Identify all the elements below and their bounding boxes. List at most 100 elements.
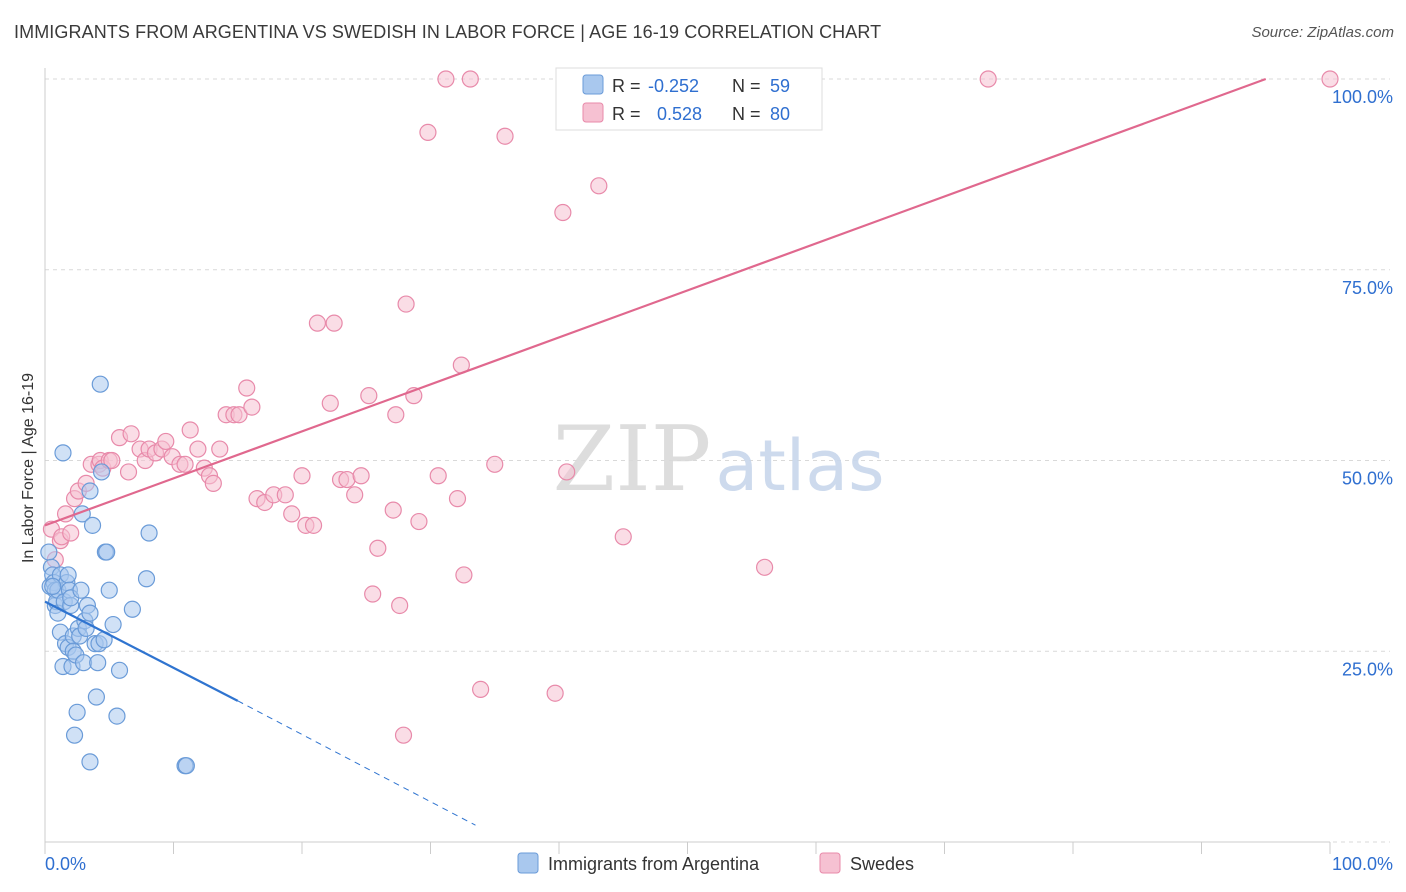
argentina-point-38 [83,516,102,534]
stats-n-value-blue: 59 [770,76,790,96]
swedes-point-42 [283,505,301,523]
argentina-points [40,375,195,775]
y-tick-label-0: 25.0% [1342,659,1393,679]
swedes-point-55 [369,539,387,557]
x-tick-label-min: 0.0% [45,854,86,874]
swedes-point-47 [321,394,339,412]
swedes-point-31 [204,474,222,492]
swedes-point-27 [181,421,199,439]
legend-swatch-swedes [819,852,841,874]
legend-label-swedes: Swedes [850,854,914,874]
legend-label-argentina: Immigrants from Argentina [548,854,760,874]
argentina-point-52 [123,600,141,618]
swedes-point-37 [243,398,261,416]
swedes-point-63 [419,123,437,142]
swedes-point-76 [590,177,608,195]
swedes-point-75 [558,463,576,481]
swedes-point-43 [293,467,311,485]
x-tick-label-max: 100.0% [1332,854,1393,874]
argentina-point-43 [91,375,109,393]
argentina-point-56 [177,757,195,775]
y-tick-labels: 25.0% 50.0% 75.0% 100.0% [1332,87,1393,679]
stats-r-value-blue: -0.252 [648,76,699,96]
swedes-point-16 [119,463,138,481]
argentina-point-35 [81,604,99,622]
swedes-point-56 [384,501,402,519]
swedes-point-41 [276,486,294,504]
swedes-point-62 [410,512,428,531]
legend-swatch-argentina [517,852,539,874]
swedes-point-14 [103,451,121,470]
argentina-trend-line [44,600,239,702]
argentina-point-58 [44,577,62,595]
stats-legend: R = -0.252 N = 59 R = 0.528 N = 80 [555,67,823,131]
swedes-point-50 [338,470,356,489]
swedes-point-72 [496,127,514,145]
stats-r-label-pink: R = [612,104,641,124]
argentina-point-49 [104,615,122,634]
swedes-point-59 [394,726,413,744]
swedes-trend-line [44,77,1267,527]
x-tick-marks [44,842,1331,854]
swedes-point-36 [238,379,256,397]
y-tick-label-2: 75.0% [1342,278,1393,298]
stats-r-label-blue: R = [612,76,641,96]
argentina-point-0 [40,543,58,561]
swedes-point-68 [455,566,473,584]
argentina-point-41 [89,654,107,672]
swedes-point-64 [429,467,447,485]
swedes-point-73 [546,684,564,702]
argentina-point-26 [68,703,86,721]
argentina-point-37 [81,482,99,500]
swedes-point-46 [308,314,327,332]
swedes-point-78 [755,558,774,576]
swedes-point-52 [352,467,370,485]
swedes-point-71 [486,455,504,473]
argentina-trend-extension [237,700,476,826]
y-tick-label-3: 100.0% [1332,87,1393,107]
swedes-point-48 [325,314,343,332]
swedes-point-53 [360,387,378,405]
chart-title: IMMIGRANTS FROM ARGENTINA VS SWEDISH IN … [14,22,882,42]
swedes-point-35 [230,406,248,424]
stats-legend-swatch-blue [582,74,604,95]
argentina-point-40 [87,688,106,706]
swedes-point-32 [211,440,229,458]
argentina-point-51 [110,661,129,679]
series-legend: Immigrants from Argentina Swedes [517,852,914,874]
swedes-point-70 [472,680,490,699]
source-label: Source: ZipAtlas.com [1251,24,1394,41]
argentina-point-17 [59,566,77,584]
y-axis-label: In Labor Force | Age 16-19 [20,373,37,563]
stats-n-label-pink: N = [732,104,761,124]
swedes-point-79 [979,70,997,88]
watermark-atlas: atlas [715,425,884,507]
argentina-point-54 [140,524,158,542]
trend-lines [44,77,1267,826]
argentina-point-48 [100,581,118,599]
stats-legend-swatch-pink [582,102,604,123]
swedes-point-28 [189,440,207,458]
swedes-point-60 [397,295,415,313]
stats-n-value-pink: 80 [770,104,790,124]
swedes-point-57 [387,406,405,424]
swedes-point-5 [62,524,80,542]
stats-n-label-blue: N = [732,76,761,96]
watermark: ZIP atlas [553,407,885,512]
swedes-point-26 [176,455,194,473]
argentina-point-29 [72,581,90,599]
swedes-point-17 [122,425,140,443]
argentina-point-47 [98,543,116,561]
swedes-point-23 [157,432,175,451]
swedes-point-80 [1321,70,1339,88]
swedes-point-77 [614,528,632,546]
y-tick-label-1: 50.0% [1342,469,1393,489]
argentina-point-57 [54,444,72,462]
stats-r-value-pink: 0.528 [657,104,702,124]
swedes-point-58 [391,596,409,615]
argentina-point-53 [137,570,156,588]
swedes-point-51 [346,486,364,504]
swedes-point-66 [448,490,467,508]
argentina-point-50 [108,707,126,725]
